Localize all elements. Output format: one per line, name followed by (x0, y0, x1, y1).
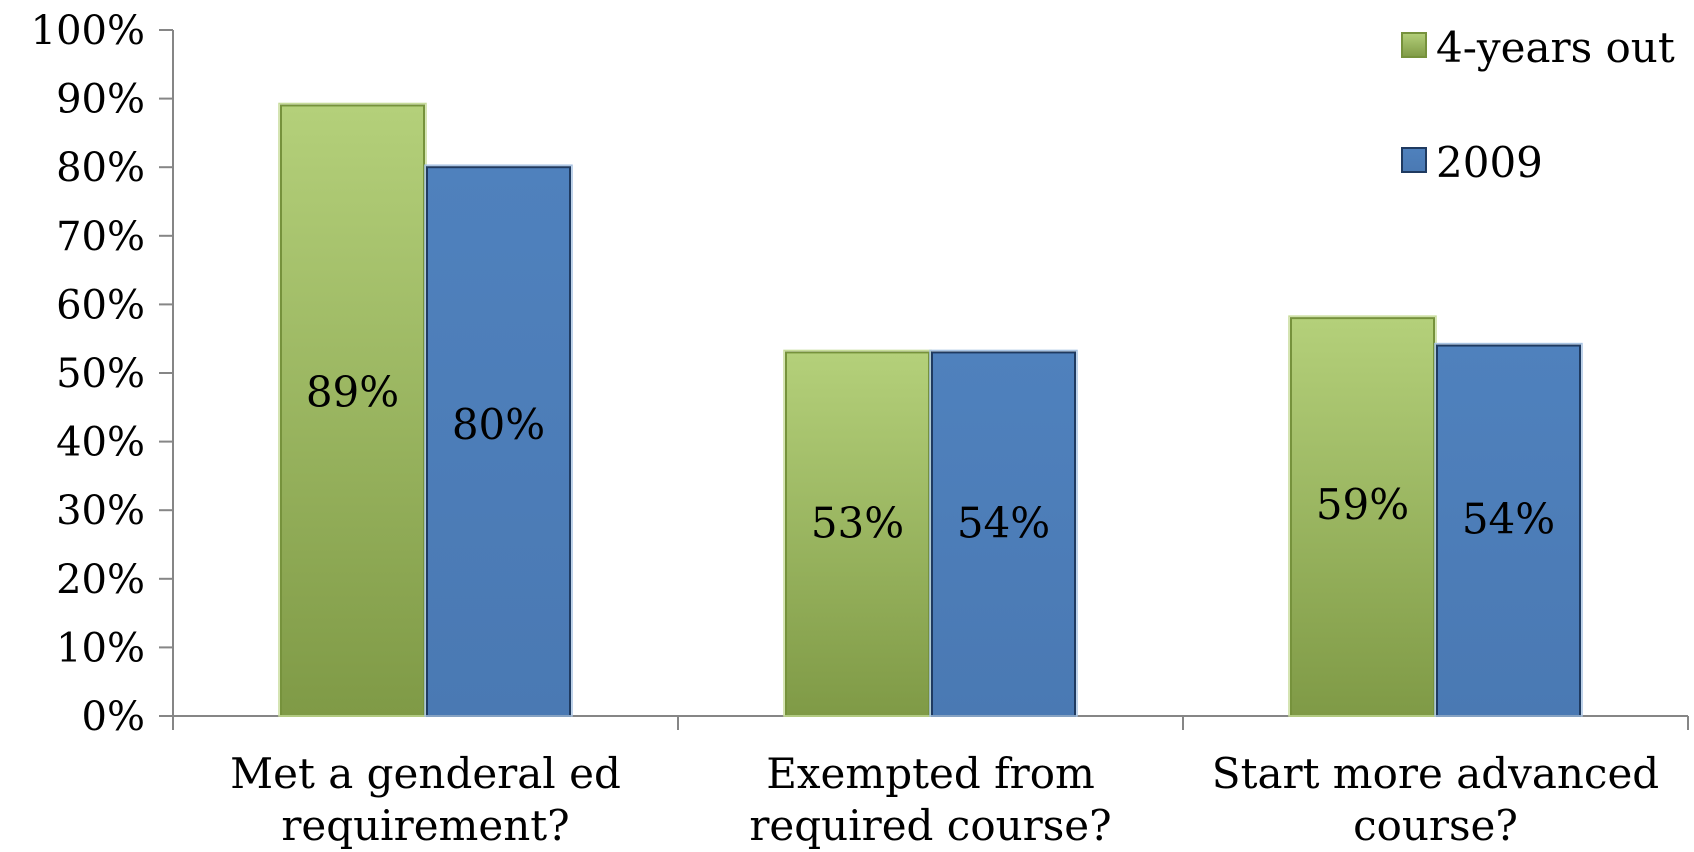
bar-4-years-out-2 (785, 351, 930, 717)
y-tick-label: 40% (56, 420, 145, 466)
data-label: 54% (1462, 495, 1555, 544)
x-tick-label: Met a genderal ed requirement? (230, 749, 621, 850)
x-tick-label: Exempted from required course? (749, 749, 1111, 850)
bar-edge (929, 349, 1078, 717)
bar-4-years-out-1 (280, 104, 425, 717)
x-tick-label: Start more advanced course? (1212, 749, 1659, 850)
data-label: 89% (306, 367, 399, 416)
bar-edge (424, 164, 573, 717)
data-label: 54% (957, 498, 1050, 547)
y-tick-label: 70% (56, 214, 145, 260)
y-tick-label: 10% (56, 625, 145, 671)
bar-2009-3 (1436, 344, 1581, 717)
bar-4-years-out-3 (1290, 317, 1435, 717)
legend: 4-years out 2009 (1401, 23, 1675, 187)
bar-2009-1 (426, 166, 571, 717)
y-tick-label: 0% (82, 694, 145, 740)
bar-2009-2 (931, 351, 1076, 717)
data-labels: 89% 80% 53% 54% 59% 54% (306, 367, 1555, 547)
y-tick-label: 100% (31, 8, 145, 54)
bar-edge (1434, 342, 1583, 717)
legend-swatch (1401, 32, 1427, 58)
x-axis (172, 715, 1689, 730)
legend-label: 2009 (1436, 138, 1543, 187)
data-label: 80% (452, 400, 545, 449)
y-tick-label: 20% (56, 557, 145, 603)
bars (278, 102, 1583, 717)
legend-swatch (1401, 147, 1427, 173)
data-label: 59% (1316, 480, 1409, 529)
data-label: 53% (811, 498, 904, 547)
y-tick-label: 50% (56, 351, 145, 397)
legend-label: 4-years out (1436, 23, 1675, 72)
y-tick-label: 90% (56, 77, 145, 123)
category-labels: Met a genderal ed requirement? Exempted fr… (230, 749, 1659, 850)
y-axis: 0% 10% 20% 30% 40% 50% 60% 70% 80% 90% 100% (31, 8, 174, 740)
y-tick-label: 80% (56, 145, 145, 191)
y-tick-label: 60% (56, 282, 145, 328)
y-tick-label: 30% (56, 488, 145, 534)
